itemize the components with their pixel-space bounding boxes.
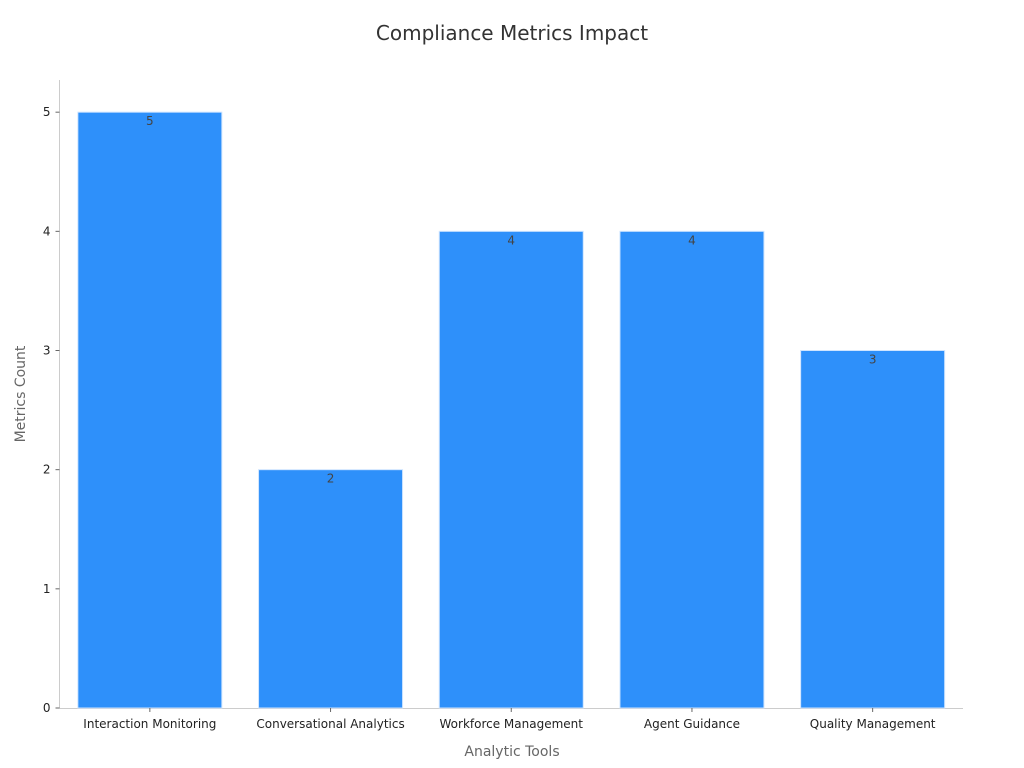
y-tick-label: 1 xyxy=(43,582,51,596)
x-tick-label: Workforce Management xyxy=(440,717,584,731)
chart-title: Compliance Metrics Impact xyxy=(376,21,648,45)
y-tick-label: 3 xyxy=(43,344,51,358)
bar xyxy=(438,230,584,709)
x-axis-labels: Interaction Monitoring Conversational Ana… xyxy=(83,708,936,731)
y-axis-title: Metrics Count xyxy=(13,345,29,442)
bar xyxy=(258,469,404,709)
x-tick-label: Quality Management xyxy=(810,717,936,731)
x-tick-label: Conversational Analytics xyxy=(256,717,404,731)
y-tick-label: 5 xyxy=(43,105,51,119)
bars-group: 5 2 4 4 3 xyxy=(77,111,946,709)
bar-value-label: 4 xyxy=(688,233,696,247)
bar-value-label: 5 xyxy=(146,114,154,128)
y-axis-ticks: 0 1 2 3 4 5 xyxy=(43,105,60,715)
bar xyxy=(77,111,223,709)
y-tick-label: 4 xyxy=(43,224,51,238)
bar xyxy=(619,230,765,709)
y-axis-title-group: Metrics Count xyxy=(13,345,29,442)
x-axis-title: Analytic Tools xyxy=(464,744,559,760)
bar-value-label: 4 xyxy=(507,233,515,247)
y-tick-label: 2 xyxy=(43,463,51,477)
y-tick-label: 0 xyxy=(43,701,51,715)
bar-value-label: 3 xyxy=(869,353,877,367)
x-tick-label: Interaction Monitoring xyxy=(83,717,216,731)
bar xyxy=(800,350,946,709)
bar-value-label: 2 xyxy=(327,472,335,486)
x-tick-label: Agent Guidance xyxy=(644,717,740,731)
